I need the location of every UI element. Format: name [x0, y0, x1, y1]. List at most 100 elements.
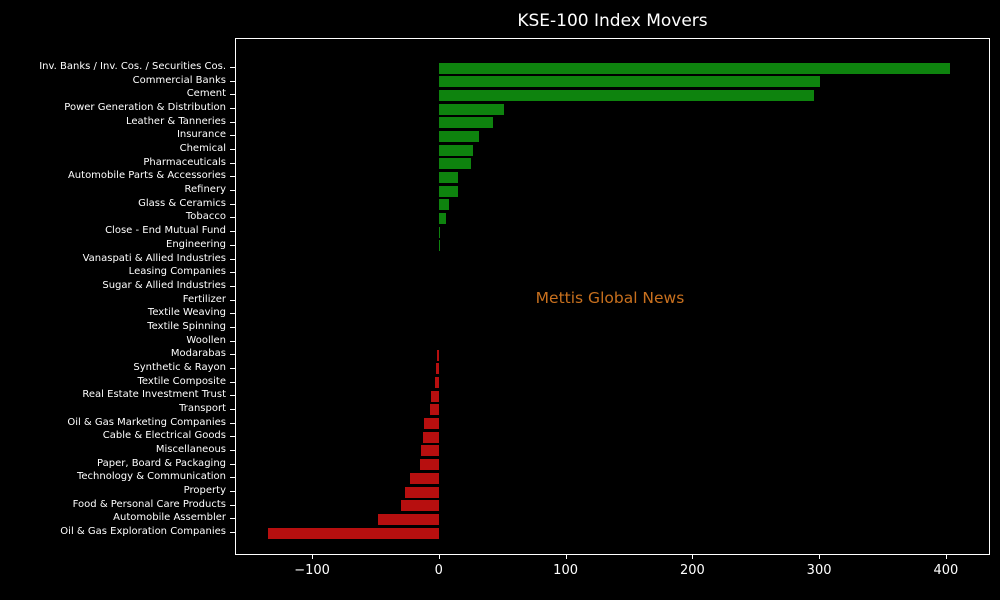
category-label: Insurance — [176, 129, 226, 141]
category-label: Sugar & Allied Industries — [102, 279, 226, 291]
x-tick-mark — [945, 555, 947, 559]
category-label: Technology & Communication — [77, 471, 226, 483]
category-label: Real Estate Investment Trust — [82, 389, 226, 401]
y-tick-mark — [230, 504, 235, 506]
y-tick-mark — [230, 285, 235, 287]
y-tick-mark — [230, 354, 235, 356]
category-label: Woollen — [186, 334, 226, 346]
category-label: Property — [183, 485, 226, 496]
category-label: Close - End Mutual Fund — [105, 225, 226, 237]
bar — [423, 418, 439, 430]
y-tick-mark — [230, 190, 235, 192]
y-tick-mark — [230, 422, 235, 424]
category-label: Leather & Tanneries — [125, 115, 226, 127]
category-label: Fertilizer — [182, 293, 226, 305]
bar — [438, 226, 441, 238]
y-tick-mark — [230, 217, 235, 219]
y-tick-mark — [230, 135, 235, 137]
y-tick-mark — [230, 408, 235, 410]
bar — [400, 500, 439, 512]
x-tick-mark — [692, 555, 694, 559]
bar — [431, 390, 439, 402]
bar — [438, 158, 472, 170]
y-tick-mark — [230, 436, 235, 438]
y-tick-mark — [230, 477, 235, 479]
y-tick-mark — [230, 340, 235, 342]
category-label: Chemical — [179, 143, 226, 155]
y-tick-mark — [230, 121, 235, 123]
bar — [438, 89, 814, 101]
bar — [378, 513, 439, 525]
bar — [438, 185, 458, 197]
bar — [438, 76, 821, 88]
y-tick-mark — [230, 203, 235, 205]
category-label: Cable & Electrical Goods — [102, 430, 226, 442]
category-label: Textile Spinning — [147, 320, 226, 332]
bar — [420, 459, 439, 471]
plot-area: Mettis Global News — [235, 38, 990, 555]
category-label: Food & Personal Care Products — [72, 498, 226, 510]
y-tick-mark — [230, 244, 235, 246]
bar — [438, 240, 441, 252]
x-tick-mark — [438, 555, 440, 559]
bar — [438, 117, 494, 129]
category-label: Textile Composite — [137, 375, 226, 387]
category-label: Leasing Companies — [128, 266, 226, 278]
category-label: Automobile Parts & Accessories — [67, 170, 226, 182]
x-tick-label: 200 — [679, 563, 705, 578]
category-label: Synthetic & Rayon — [133, 361, 226, 373]
category-label: Transport — [179, 402, 226, 414]
y-tick-mark — [230, 463, 235, 465]
x-tick-mark — [819, 555, 821, 559]
category-label: Oil & Gas Exploration Companies — [60, 526, 226, 537]
category-label: Textile Weaving — [147, 307, 226, 319]
x-tick-label: 0 — [434, 563, 443, 578]
category-label: Commercial Banks — [132, 74, 226, 86]
y-tick-mark — [230, 272, 235, 274]
y-tick-mark — [230, 326, 235, 328]
y-tick-mark — [230, 258, 235, 260]
category-label: Cement — [186, 88, 226, 100]
bar — [438, 103, 505, 115]
category-label: Automobile Assembler — [113, 512, 226, 524]
bar — [438, 130, 479, 142]
y-tick-mark — [230, 176, 235, 178]
bar — [430, 404, 439, 416]
y-tick-mark — [230, 313, 235, 315]
category-label: Oil & Gas Marketing Companies — [67, 416, 226, 428]
category-label: Glass & Ceramics — [138, 197, 226, 209]
bar — [410, 472, 439, 484]
y-tick-mark — [230, 231, 235, 233]
bar — [267, 527, 439, 539]
bar — [404, 486, 439, 498]
bar — [438, 144, 473, 156]
bar — [434, 377, 439, 388]
category-label: Tobacco — [185, 211, 226, 223]
y-tick-mark — [230, 518, 235, 520]
bar — [438, 199, 449, 211]
y-tick-mark — [230, 381, 235, 383]
y-tick-mark — [230, 299, 235, 301]
y-tick-mark — [230, 532, 235, 533]
x-tick-label: 100 — [553, 563, 578, 578]
x-tick-label: 300 — [806, 563, 832, 578]
x-tick-label: 400 — [933, 563, 959, 578]
y-tick-mark — [230, 149, 235, 151]
y-tick-mark — [230, 94, 235, 96]
x-tick-mark — [312, 555, 314, 559]
y-tick-mark — [230, 449, 235, 451]
category-label: Vanaspati & Allied Industries — [82, 252, 226, 264]
y-tick-mark — [230, 162, 235, 164]
x-tick-label: −100 — [294, 563, 330, 578]
chart-title: KSE-100 Index Movers — [517, 11, 708, 31]
y-tick-mark — [230, 395, 235, 397]
category-label: Refinery — [184, 184, 226, 196]
category-label: Modarabas — [170, 348, 226, 360]
category-label: Miscellaneous — [155, 443, 226, 455]
category-label: Pharmaceuticals — [143, 156, 226, 168]
category-label: Power Generation & Distribution — [64, 102, 226, 113]
category-label: Inv. Banks / Inv. Cos. / Securities Cos. — [39, 61, 226, 72]
y-tick-mark — [230, 491, 235, 492]
bar — [437, 349, 439, 361]
